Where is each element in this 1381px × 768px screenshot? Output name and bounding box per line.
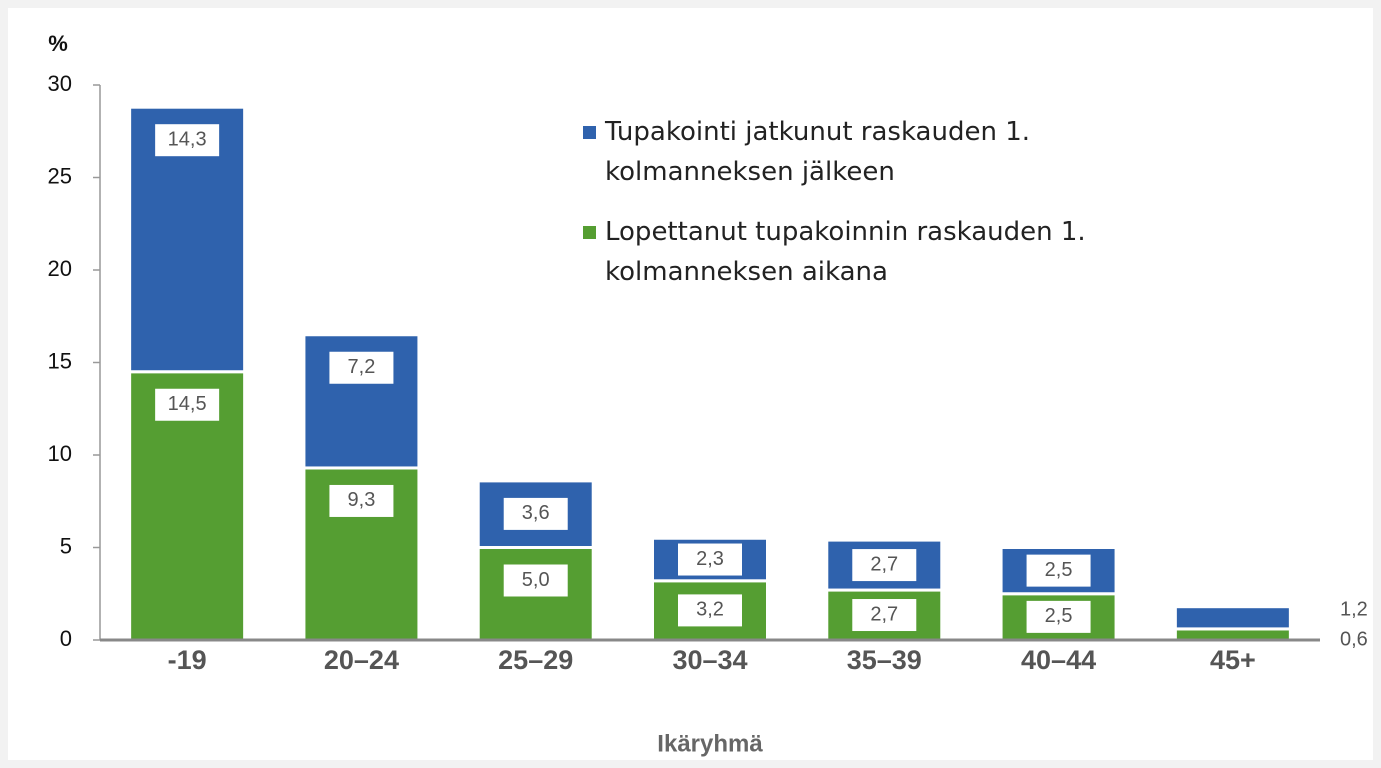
data-label: 7,2 bbox=[348, 356, 376, 378]
data-label: 2,7 bbox=[870, 553, 898, 575]
x-tick-label: 45+ bbox=[1210, 645, 1256, 675]
data-label: 3,2 bbox=[696, 599, 724, 621]
data-label: 14,3 bbox=[168, 128, 207, 150]
x-tick-label: -19 bbox=[168, 645, 207, 675]
bar-segment bbox=[1173, 605, 1292, 631]
data-label: 14,5 bbox=[168, 393, 207, 415]
data-label-box bbox=[503, 564, 568, 597]
data-label: 0,6 bbox=[1340, 628, 1368, 650]
data-label: 2,5 bbox=[1045, 605, 1073, 627]
data-label: 5,0 bbox=[522, 569, 550, 591]
x-tick-label: 20–24 bbox=[324, 645, 399, 675]
data-label-box bbox=[1026, 554, 1091, 587]
x-tick-label: 40–44 bbox=[1021, 645, 1096, 675]
x-axis-title: Ikäryhmä bbox=[657, 730, 763, 757]
y-axis-title: % bbox=[48, 31, 68, 56]
legend: Tupakointi jatkunut raskauden 1. kolmann… bbox=[583, 112, 1143, 312]
data-label-box bbox=[678, 594, 742, 627]
y-tick-label: 15 bbox=[48, 348, 72, 373]
x-tick-label: 35–39 bbox=[847, 645, 922, 675]
data-label: 2,3 bbox=[696, 548, 724, 570]
legend-swatch bbox=[583, 226, 596, 239]
data-label-box bbox=[155, 388, 220, 421]
bar-segment bbox=[1173, 627, 1292, 642]
y-tick-label: 0 bbox=[60, 626, 72, 651]
data-label-box bbox=[1026, 600, 1091, 633]
x-tick-label: 30–34 bbox=[672, 645, 747, 675]
y-tick-label: 20 bbox=[48, 256, 72, 281]
legend-label: Tupakointi jatkunut raskauden 1. kolmann… bbox=[605, 117, 1031, 187]
data-label-box bbox=[329, 484, 394, 517]
x-tick-label: 25–29 bbox=[498, 645, 573, 675]
data-label-box bbox=[329, 351, 394, 384]
y-tick-label: 5 bbox=[60, 533, 72, 558]
data-label-box bbox=[852, 549, 917, 582]
data-label-box bbox=[852, 599, 917, 632]
data-label-box bbox=[503, 497, 568, 530]
data-label: 1,2 bbox=[1340, 598, 1368, 620]
legend-entry: Tupakointi jatkunut raskauden 1. kolmann… bbox=[583, 112, 1143, 192]
legend-entry: Lopettanut tupakoinnin raskauden 1. kolm… bbox=[583, 212, 1143, 292]
data-label: 2,5 bbox=[1045, 559, 1073, 581]
data-label-box bbox=[155, 124, 220, 157]
data-label: 9,3 bbox=[348, 489, 376, 511]
y-tick-label: 25 bbox=[48, 163, 72, 188]
y-tick-label: 30 bbox=[48, 71, 72, 96]
data-label: 2,7 bbox=[870, 603, 898, 625]
legend-swatch bbox=[583, 126, 596, 139]
y-tick-label: 10 bbox=[48, 441, 72, 466]
data-label-box bbox=[678, 543, 742, 576]
data-label: 3,6 bbox=[522, 502, 550, 524]
bar-segment bbox=[476, 479, 595, 549]
legend-label: Lopettanut tupakoinnin raskauden 1. kolm… bbox=[605, 217, 1086, 287]
